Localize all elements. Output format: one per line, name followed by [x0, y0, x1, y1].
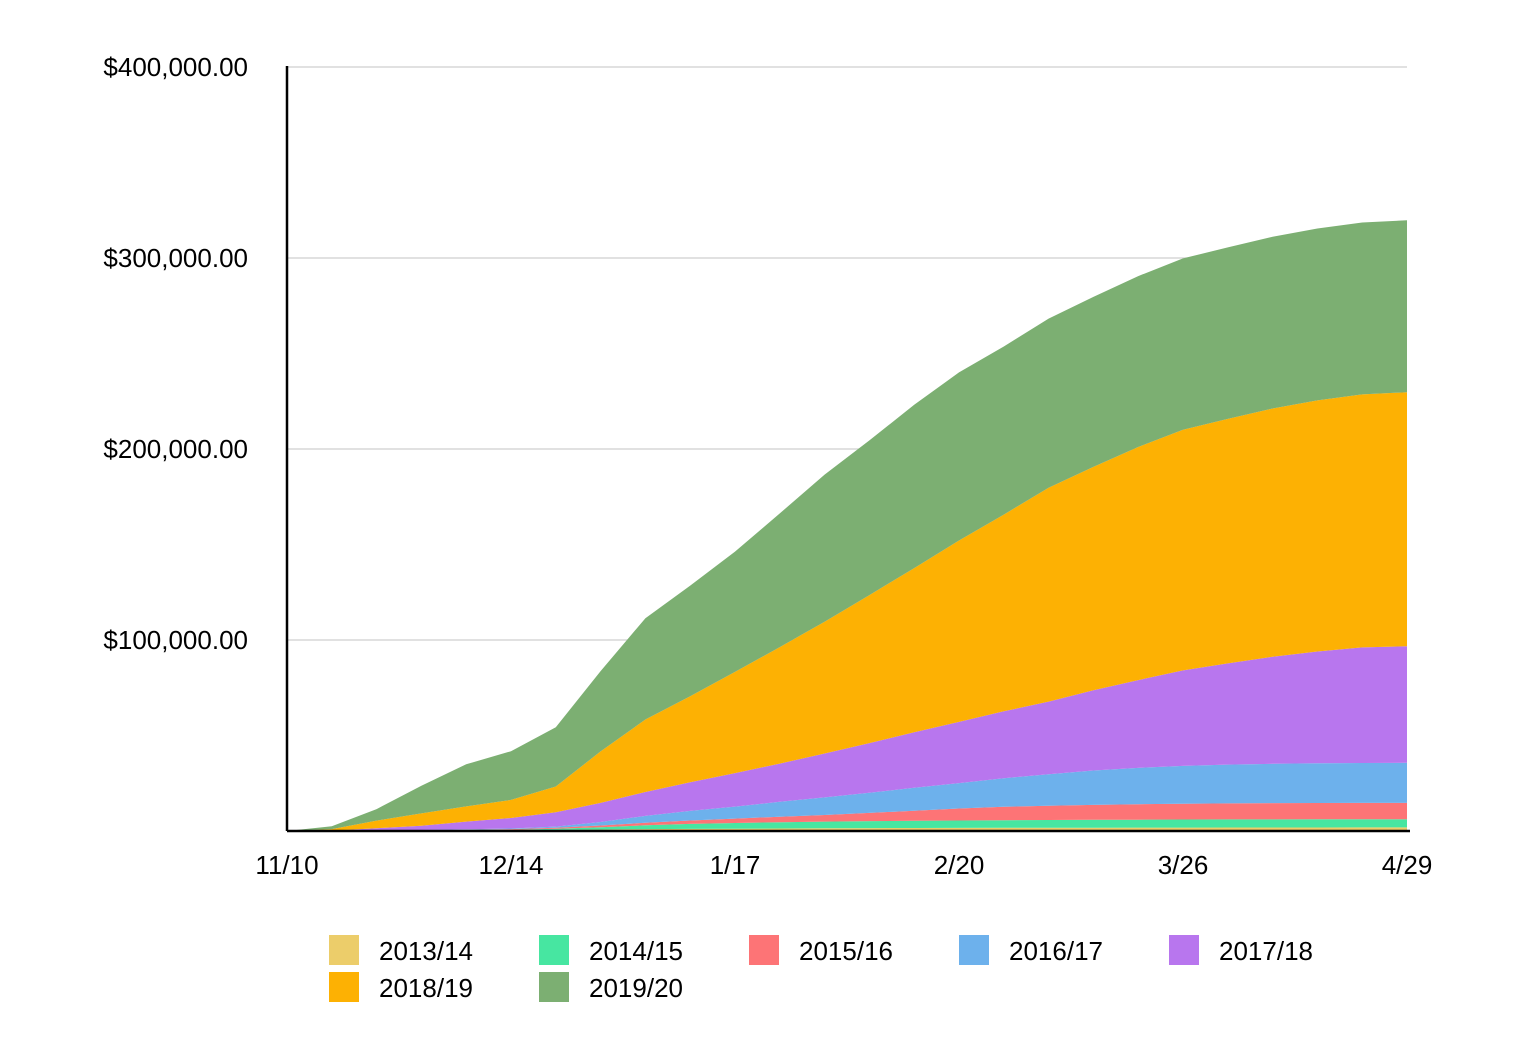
y-tick-label: $100,000.00: [103, 625, 248, 655]
legend-label: 2017/18: [1219, 936, 1313, 966]
x-tick-label: 12/14: [478, 850, 543, 880]
legend-swatch: [1169, 935, 1199, 965]
legend-swatch: [539, 972, 569, 1002]
legend-swatch: [749, 935, 779, 965]
x-tick-label: 2/20: [934, 850, 985, 880]
area-series-2018-19: [287, 392, 1407, 831]
legend-label: 2018/19: [379, 973, 473, 1003]
legend-item-2016-17: 2016/17: [959, 935, 1103, 966]
legend-swatch: [539, 935, 569, 965]
area-series-2015-16: [287, 802, 1407, 831]
area-series-2019-20: [287, 220, 1407, 832]
x-tick-label: 4/29: [1382, 850, 1433, 880]
legend-label: 2019/20: [589, 973, 683, 1003]
legend-item-2019-20: 2019/20: [539, 972, 683, 1003]
legend-item-2018-19: 2018/19: [329, 972, 473, 1003]
legend-item-2014-15: 2014/15: [539, 935, 683, 966]
y-tick-labels: $100,000.00 $200,000.00 $300,000.00 $400,00…: [103, 52, 248, 655]
legend-label: 2013/14: [379, 936, 473, 966]
legend-label: 2014/15: [589, 936, 683, 966]
legend-label: 2015/16: [799, 936, 893, 966]
legend-swatch: [329, 935, 359, 965]
legend-swatch: [329, 972, 359, 1002]
area-series: [287, 220, 1407, 832]
y-tick-label: $300,000.00: [103, 243, 248, 273]
x-tick-label: 1/17: [710, 850, 761, 880]
legend-item-2015-16: 2015/16: [749, 935, 893, 966]
area-series-2014-15: [287, 819, 1407, 831]
x-tick-label: 11/10: [255, 850, 318, 880]
legend-swatch: [959, 935, 989, 965]
y-tick-label: $400,000.00: [103, 52, 248, 82]
x-tick-labels: 11/10 12/14 1/17 2/20 3/26 4/29: [255, 850, 1432, 880]
area-series-2016-17: [287, 762, 1407, 831]
x-tick-label: 3/26: [1158, 850, 1209, 880]
legend-label: 2016/17: [1009, 936, 1103, 966]
legend: 2013/14 2014/15 2015/16 2016/17 2017/18 2018/…: [329, 935, 1313, 1003]
legend-item-2013-14: 2013/14: [329, 935, 473, 966]
legend-item-2017-18: 2017/18: [1169, 935, 1313, 966]
area-series-2017-18: [287, 646, 1407, 831]
y-tick-label: $200,000.00: [103, 434, 248, 464]
axes: [285, 66, 1410, 833]
